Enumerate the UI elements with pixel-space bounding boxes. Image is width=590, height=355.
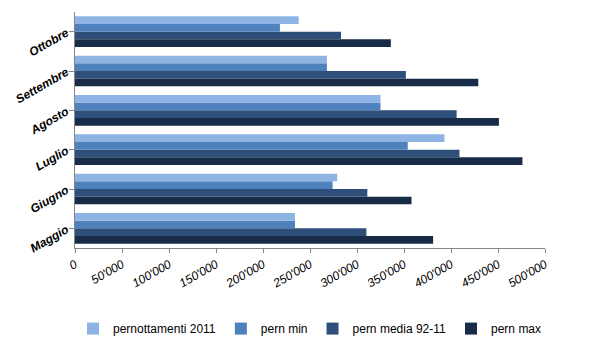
svg-text:150'000: 150'000 (177, 257, 221, 290)
svg-text:500'000: 500'000 (506, 257, 550, 290)
svg-text:450'000: 450'000 (459, 257, 503, 290)
svg-text:pernottamenti 2011: pernottamenti 2011 (113, 322, 216, 336)
svg-text:50'000: 50'000 (89, 257, 127, 287)
svg-text:250'000: 250'000 (270, 257, 315, 291)
svg-text:Giugno: Giugno (28, 183, 71, 216)
svg-text:Settembre: Settembre (13, 65, 71, 107)
svg-text:pern media 92-11: pern media 92-11 (353, 322, 446, 336)
svg-text:350'000: 350'000 (365, 257, 409, 290)
svg-text:Agosto: Agosto (27, 104, 71, 137)
svg-text:pern min: pern min (261, 322, 308, 336)
svg-text:400'000: 400'000 (412, 257, 456, 290)
svg-text:0: 0 (67, 257, 80, 273)
svg-text:300'000: 300'000 (318, 257, 362, 290)
svg-text:Maggio: Maggio (28, 222, 71, 255)
svg-text:Luglio: Luglio (33, 144, 71, 174)
svg-text:100'000: 100'000 (130, 257, 174, 290)
svg-text:pern max: pern max (491, 322, 541, 336)
svg-text:Ottobre: Ottobre (27, 25, 72, 59)
svg-text:200'000: 200'000 (223, 257, 268, 291)
